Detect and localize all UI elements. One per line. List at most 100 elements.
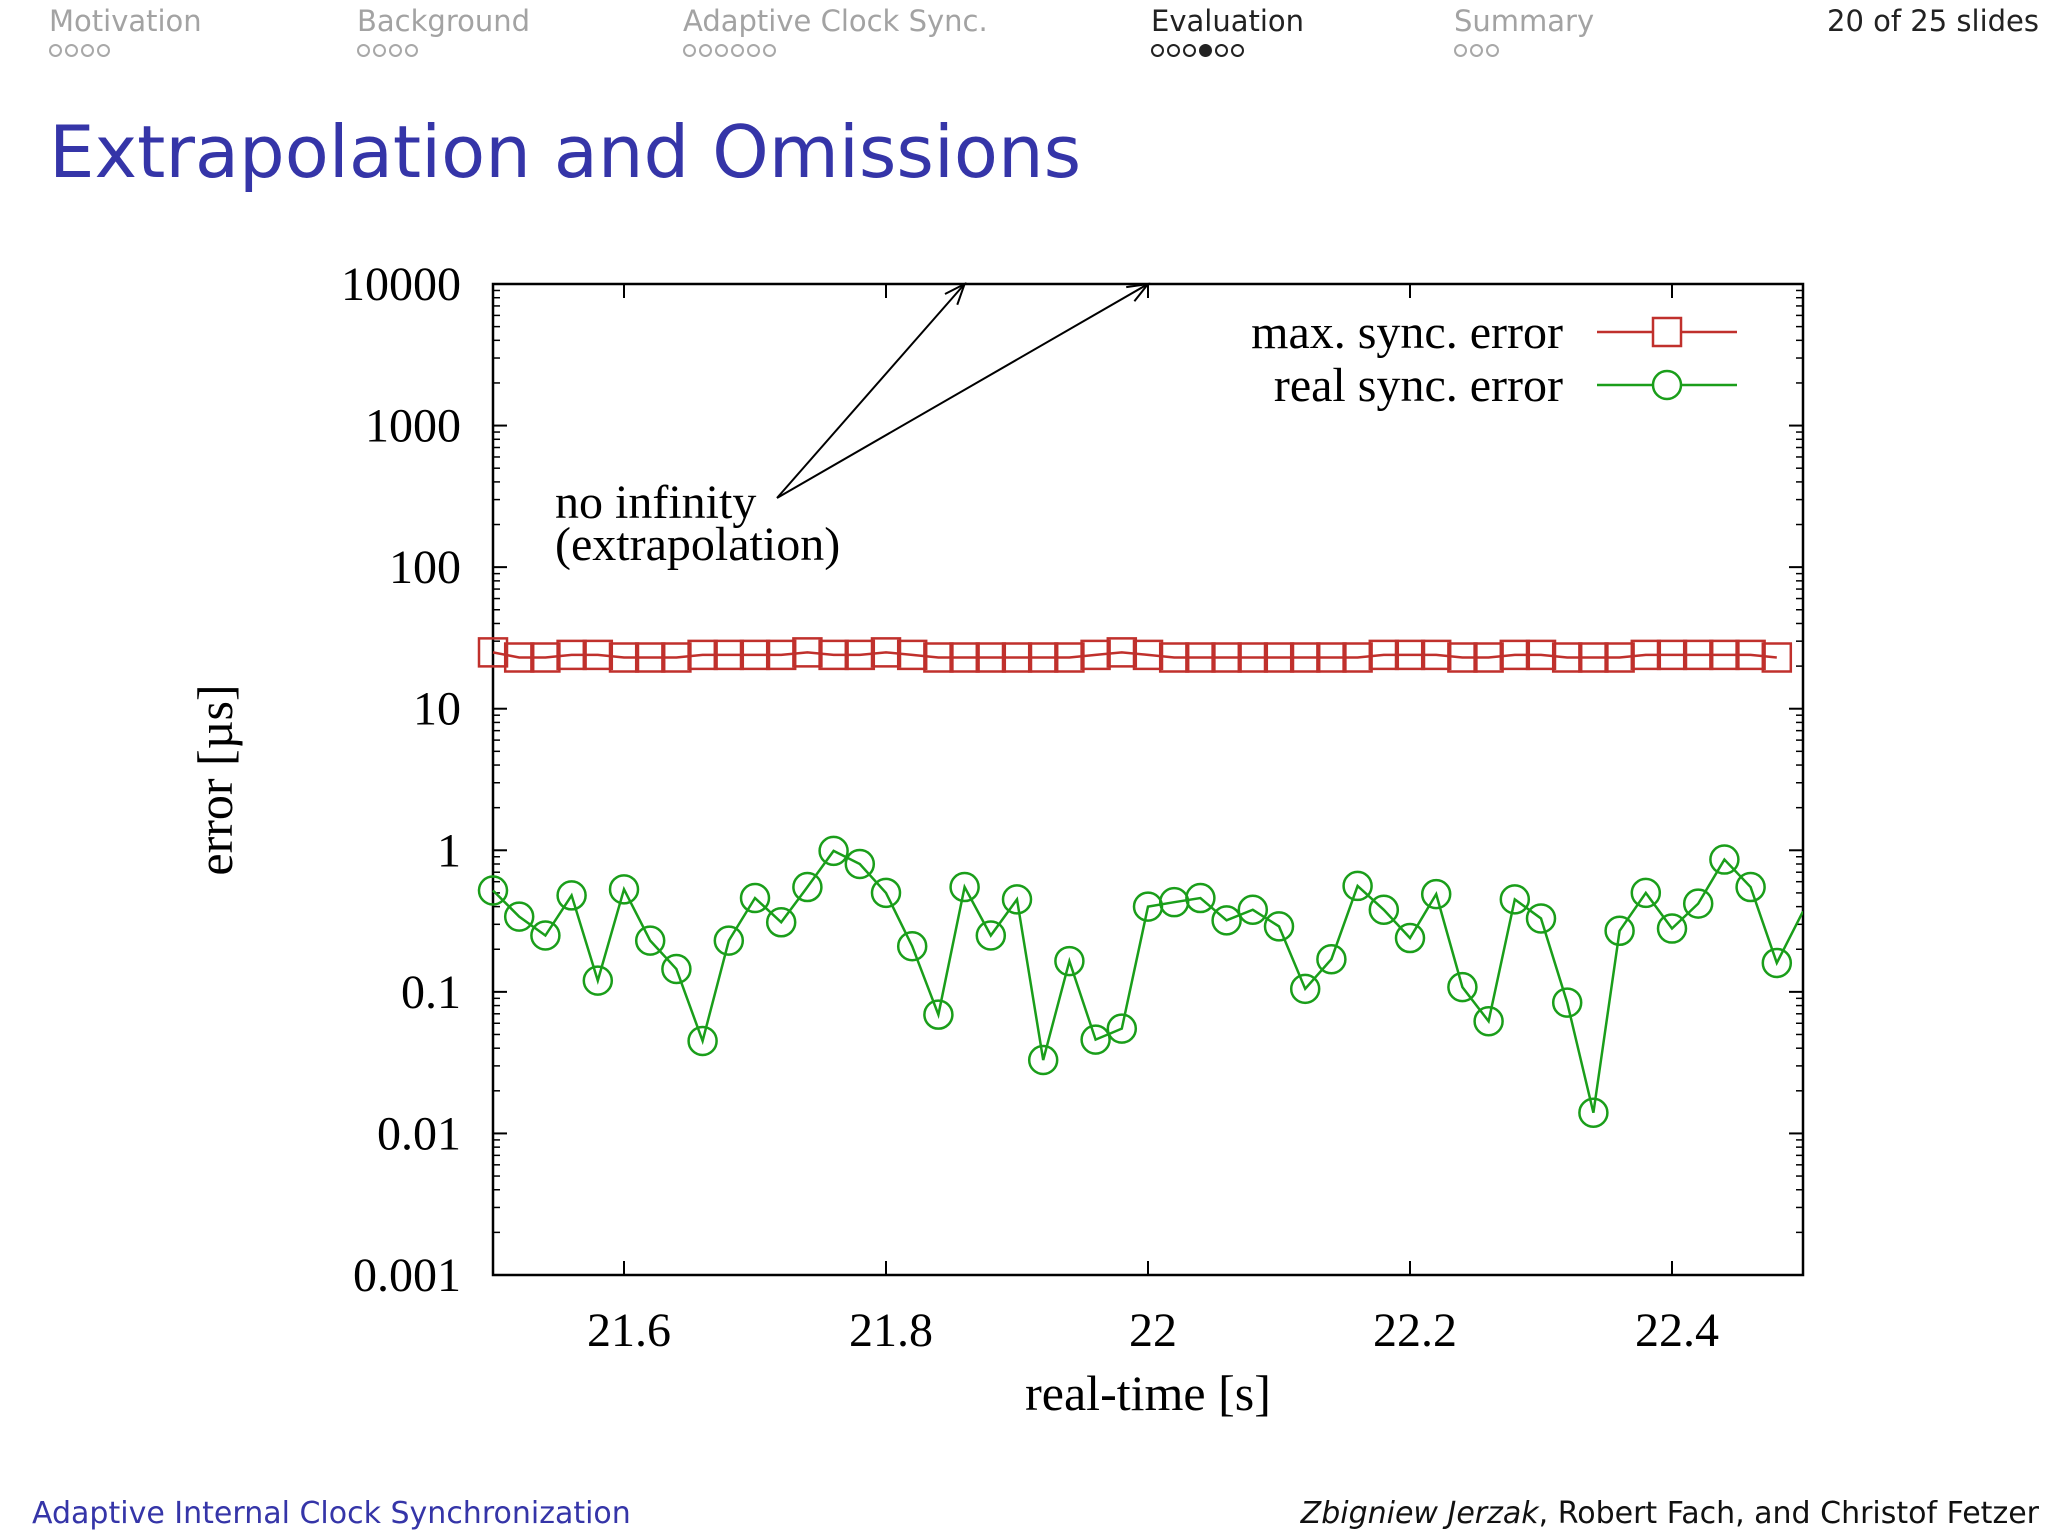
- slide-dot[interactable]: [81, 44, 94, 57]
- data-point: [608, 874, 640, 905]
- data-point: [1132, 639, 1164, 671]
- data-point: [1761, 642, 1793, 673]
- y-tick-label: 1000: [365, 400, 461, 453]
- slide-dot[interactable]: [65, 44, 78, 57]
- data-point: [1578, 642, 1609, 673]
- data-point: [818, 639, 849, 671]
- data-point: [608, 642, 640, 673]
- slide-title: Extrapolation and Omissions: [49, 110, 1082, 194]
- slide-dot[interactable]: [49, 44, 62, 57]
- data-point: [1420, 878, 1452, 910]
- data-point: [687, 1025, 718, 1057]
- data-point: [1525, 903, 1557, 934]
- data-point: [661, 953, 692, 985]
- y-tick-label: 100: [389, 541, 461, 594]
- slide-dot[interactable]: [731, 44, 744, 57]
- slide-dot[interactable]: [1231, 44, 1244, 57]
- data-point: [1316, 943, 1347, 975]
- series-line: [492, 849, 1803, 1114]
- data-point: [1106, 1013, 1138, 1044]
- data-point: [556, 880, 587, 911]
- x-tick-label: 22.2: [1373, 1304, 1457, 1357]
- data-point: [765, 639, 797, 671]
- nav-section-label: Summary: [1454, 4, 1595, 38]
- slide-dot[interactable]: [683, 44, 696, 57]
- nav-section-background[interactable]: Background: [357, 4, 530, 57]
- data-point: [1709, 639, 1740, 671]
- legend-marker: [1651, 369, 1683, 401]
- slide-dot[interactable]: [357, 44, 370, 57]
- series-1: [477, 835, 1803, 1128]
- series-0: [477, 637, 1793, 673]
- data-point: [1342, 870, 1373, 902]
- x-tick-label: 22: [1129, 1304, 1177, 1357]
- data-point: [1551, 642, 1583, 673]
- nav-section-label: Adaptive Clock Sync.: [683, 4, 988, 38]
- annotation-arrowhead: [944, 281, 967, 306]
- nav-slide-dots: [1151, 44, 1304, 57]
- nav-slide-dots: [683, 44, 988, 57]
- slide-dot[interactable]: [747, 44, 760, 57]
- co-authors: , Robert Fach, and Christof Fetzer: [1538, 1496, 2039, 1531]
- slide-dot[interactable]: [373, 44, 386, 57]
- data-point: [1656, 913, 1688, 944]
- slide-dot[interactable]: [405, 44, 418, 57]
- data-point: [844, 848, 876, 880]
- data-point: [1709, 844, 1740, 875]
- slide-dot[interactable]: [1151, 44, 1164, 57]
- y-tick-label: 0.001: [353, 1249, 461, 1302]
- legend-label: max. sync. error: [1251, 306, 1563, 359]
- data-point: [1551, 987, 1583, 1018]
- slide-dot[interactable]: [97, 44, 110, 57]
- current-slide-dot[interactable]: [1199, 44, 1212, 57]
- presenting-author: Zbigniew Jerzak: [1300, 1496, 1539, 1531]
- data-point: [1263, 911, 1295, 942]
- nav-slide-dots: [1454, 44, 1594, 57]
- data-point: [582, 965, 614, 996]
- data-point: [1368, 639, 1400, 671]
- data-point: [1211, 642, 1242, 673]
- data-point: [477, 637, 509, 668]
- slide-dot[interactable]: [715, 44, 728, 57]
- data-point: [1237, 642, 1269, 673]
- slide-dot[interactable]: [1167, 44, 1180, 57]
- data-point: [1106, 637, 1138, 668]
- data-point: [1211, 905, 1242, 936]
- slide-dot[interactable]: [1486, 44, 1499, 57]
- nav-section-motivation[interactable]: Motivation: [49, 4, 202, 57]
- slide-dot[interactable]: [763, 44, 776, 57]
- y-tick-label: 10: [413, 683, 461, 736]
- x-tick-label: 21.8: [849, 1304, 933, 1357]
- data-point: [1185, 642, 1216, 673]
- slide-dot[interactable]: [1470, 44, 1483, 57]
- data-point: [1237, 894, 1269, 926]
- data-point: [634, 642, 666, 673]
- data-point: [530, 920, 561, 951]
- data-point: [1682, 888, 1714, 919]
- slide-dot[interactable]: [699, 44, 712, 57]
- nav-section-evaluation[interactable]: Evaluation: [1151, 4, 1304, 57]
- data-point: [1473, 642, 1504, 673]
- data-point: [1630, 877, 1662, 909]
- y-tick-label: 0.1: [401, 966, 461, 1019]
- data-point: [870, 877, 902, 909]
- legend-marker: [1651, 316, 1683, 348]
- slide-dot[interactable]: [1454, 44, 1467, 57]
- slide-dot[interactable]: [389, 44, 402, 57]
- nav-section-adaptive-clock-sync[interactable]: Adaptive Clock Sync.: [683, 4, 988, 57]
- slide-dot[interactable]: [1215, 44, 1228, 57]
- slide-dot[interactable]: [1183, 44, 1196, 57]
- data-point: [1185, 882, 1216, 914]
- annotation-arrowhead: [1126, 282, 1151, 302]
- data-point: [503, 642, 535, 673]
- nav-section-label: Evaluation: [1151, 4, 1305, 38]
- data-point: [1499, 884, 1531, 915]
- data-point: [1289, 973, 1321, 1005]
- nav-section-summary[interactable]: Summary: [1454, 4, 1594, 57]
- data-point: [1027, 1044, 1059, 1076]
- annotation-line-2: (extrapolation): [555, 518, 840, 571]
- nav-slide-dots: [357, 44, 530, 57]
- legend-label: real sync. error: [1274, 359, 1563, 412]
- data-point: [1656, 639, 1688, 671]
- data-point: [896, 930, 928, 962]
